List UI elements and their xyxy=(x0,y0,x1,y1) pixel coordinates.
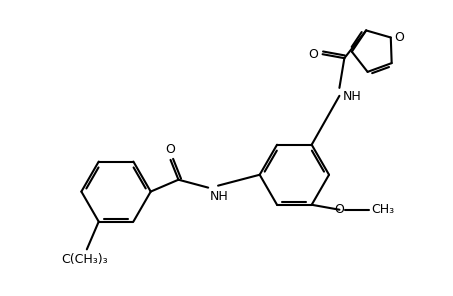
Text: O: O xyxy=(166,143,175,156)
Text: O: O xyxy=(395,31,405,44)
Text: NH: NH xyxy=(210,190,229,202)
Text: NH: NH xyxy=(342,90,361,103)
Text: CH₃: CH₃ xyxy=(371,203,394,216)
Text: C(CH₃)₃: C(CH₃)₃ xyxy=(62,253,108,266)
Text: O: O xyxy=(309,48,318,61)
Text: O: O xyxy=(334,203,344,216)
